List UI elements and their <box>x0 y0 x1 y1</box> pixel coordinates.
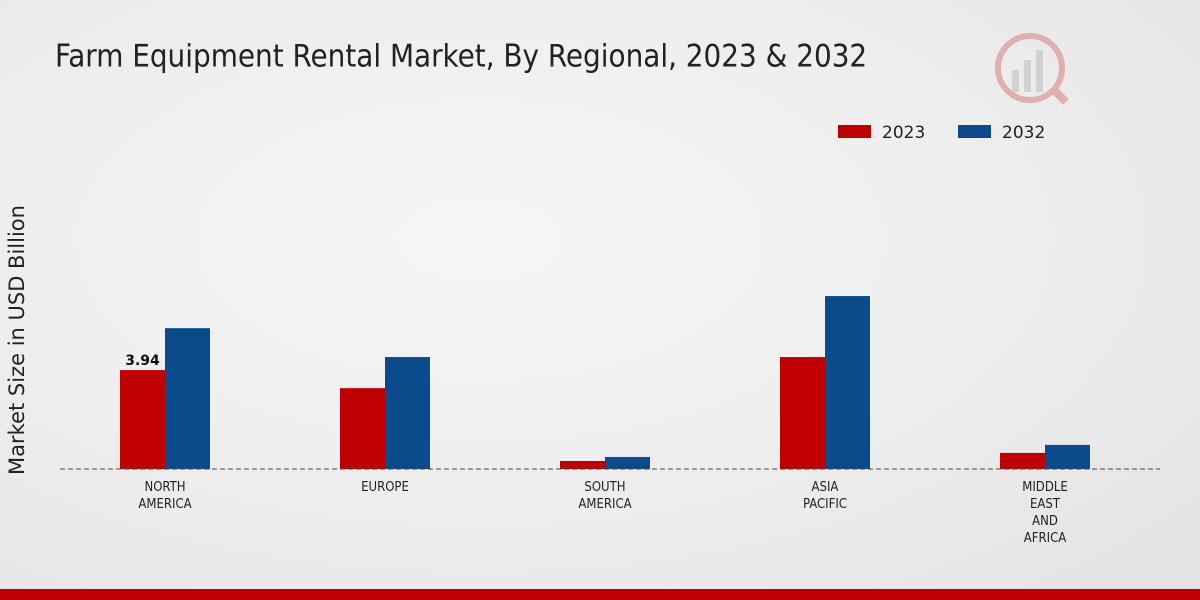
chart-title: Farm Equipment Rental Market, By Regiona… <box>55 39 867 75</box>
x-tick-label: EUROPE <box>361 480 409 495</box>
x-tick-label: ASIA PACIFIC <box>803 480 847 512</box>
bar <box>1045 444 1090 469</box>
bar <box>120 370 165 469</box>
bar <box>560 460 605 469</box>
legend-swatch <box>838 125 871 138</box>
legend-label: 2023 <box>882 123 925 143</box>
bar <box>605 456 650 469</box>
bar <box>340 388 385 469</box>
bar <box>385 357 430 469</box>
x-tick-label: MIDDLE EAST AND AFRICA <box>1022 480 1068 546</box>
footer-bar <box>0 589 1200 600</box>
x-tick-label: NORTH AMERICA <box>138 480 192 512</box>
legend-label: 2032 <box>1002 123 1045 143</box>
data-label: 3.94 <box>125 353 160 369</box>
legend-swatch <box>958 125 991 138</box>
x-tick-label: SOUTH AMERICA <box>578 480 632 512</box>
bar <box>825 296 870 469</box>
bar <box>780 357 825 469</box>
logo <box>995 33 1069 105</box>
y-axis-label: Market Size in USD Billion <box>5 205 29 475</box>
bar <box>165 328 210 469</box>
bar <box>1000 452 1045 469</box>
